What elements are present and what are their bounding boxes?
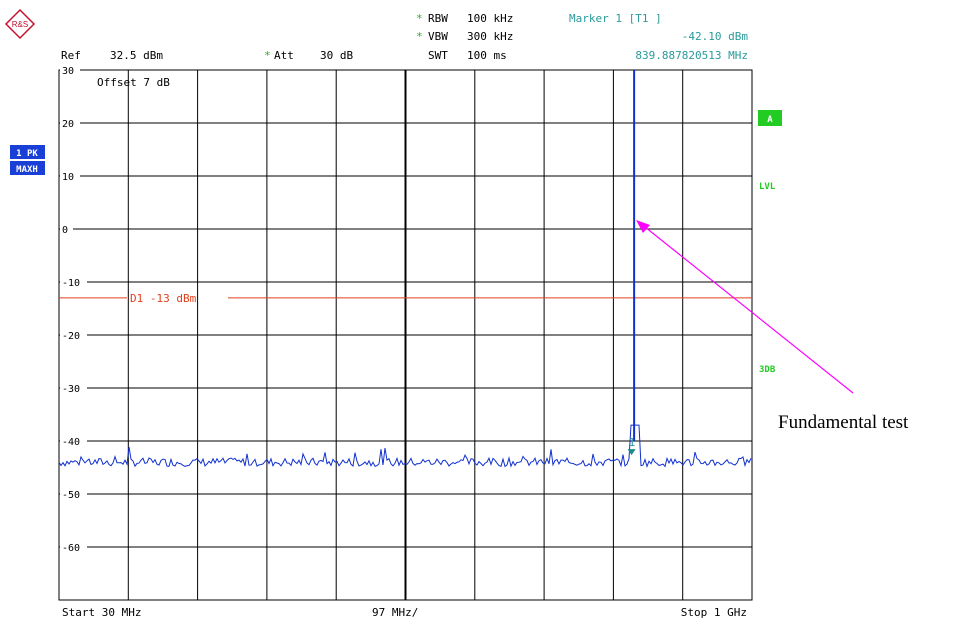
tick-label-bg (60, 64, 80, 76)
marker-frequency: 839.887820513 MHz (635, 49, 748, 62)
vbw-value: 300 kHz (467, 30, 513, 43)
tick-label-bg (60, 435, 87, 447)
plot-grid (58, 69, 753, 601)
tick-label-bg (60, 541, 87, 553)
marker-title: Marker 1 [T1 ] (569, 12, 662, 25)
3db-label: 3DB (759, 365, 776, 375)
annotation-arrow (639, 222, 854, 394)
y-tick-label: 20 (62, 119, 74, 130)
rbw-label: RBW (428, 12, 448, 25)
trace-mode-label: MAXH (16, 165, 38, 175)
display-line-label: D1 -13 dBm (130, 292, 197, 305)
tick-label-bg (60, 382, 87, 394)
tick-label-bg (60, 329, 87, 341)
tick-label-bg (60, 170, 80, 182)
vbw-mark: * (416, 30, 423, 43)
rbw-value: 100 kHz (467, 12, 513, 25)
y-tick-label: -50 (62, 490, 80, 501)
y-tick-label: -40 (62, 437, 80, 448)
annotation-arrowhead-icon (636, 220, 650, 233)
y-tick-label: 30 (62, 66, 74, 77)
y-tick-label: -30 (62, 384, 80, 395)
marker-1-icon (627, 449, 636, 456)
tick-label-bg (60, 488, 87, 500)
swt-value: 100 ms (467, 49, 507, 62)
a-badge (758, 110, 782, 126)
y-tick-label: 0 (62, 225, 68, 236)
rs-logo-text: R&S (12, 20, 28, 29)
swt-label: SWT (428, 49, 448, 62)
att-label: Att (274, 49, 294, 62)
stop-frequency: Stop 1 GHz (681, 606, 747, 619)
ref-label: Ref (61, 49, 81, 62)
lvl-label: LVL (759, 182, 776, 192)
vbw-label: VBW (428, 30, 448, 43)
marker-1-label: 1 (629, 436, 636, 449)
y-tick-label: -20 (62, 331, 80, 342)
att-mark: * (264, 49, 271, 62)
trace-mode-badge: 1 PK MAXH (10, 145, 45, 175)
trace-detector-label: 1 PK (16, 149, 38, 159)
rs-logo-icon: R&S (4, 8, 36, 40)
span-per-division: 97 MHz/ (372, 606, 418, 619)
y-tick-label: -60 (62, 543, 80, 554)
tick-label-bg (60, 223, 73, 235)
tick-label-bg (60, 276, 87, 288)
start-frequency: Start 30 MHz (62, 606, 141, 619)
a-badge-label: A (767, 115, 773, 125)
y-tick-label: 10 (62, 172, 74, 183)
tick-label-bg (60, 117, 80, 129)
att-value: 30 dB (320, 49, 353, 62)
annotation-text: Fundamental test (778, 412, 909, 433)
ref-value: 32.5 dBm (110, 49, 163, 62)
offset-label: Offset 7 dB (97, 76, 170, 89)
y-axis-ticks: 30 20 10 0 -10 -20 -30 -40 -50 -60 (60, 64, 87, 554)
marker-level: -42.10 dBm (682, 30, 749, 43)
rbw-mark: * (416, 12, 423, 25)
spectrum-trace (58, 424, 752, 468)
y-tick-label: -10 (62, 278, 80, 289)
